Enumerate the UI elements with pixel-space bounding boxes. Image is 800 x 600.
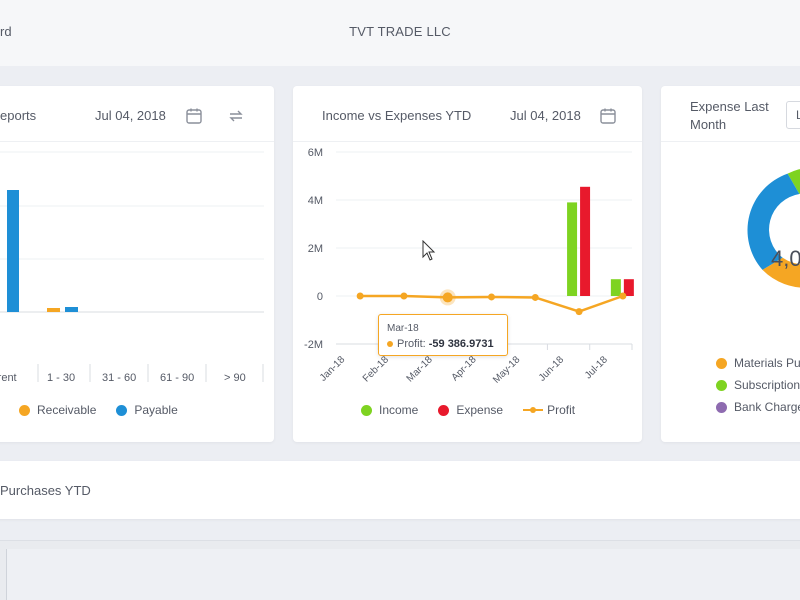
legend-label: Materials Pu	[734, 356, 800, 370]
mouse-cursor-icon	[422, 240, 436, 261]
x-ticks	[37, 364, 264, 382]
x-tick-label: Apr-18	[450, 354, 479, 383]
legend-dot	[716, 379, 727, 391]
donut-segment-materials	[762, 257, 800, 288]
card-title: Purchases YTD	[0, 483, 91, 498]
y-tick-label: 6M	[308, 147, 323, 159]
expense-donut-chart	[747, 169, 800, 288]
tooltip-label: Profit:	[397, 338, 426, 350]
bar-receivable-1-30	[47, 308, 60, 312]
legend-dot	[116, 404, 128, 416]
legend-profit[interactable]: Profit	[523, 403, 575, 417]
tooltip-dot	[387, 341, 393, 347]
title-line: Month	[690, 117, 727, 132]
bar-income	[567, 202, 578, 296]
legend-dot	[716, 357, 727, 369]
expense-last-month-card: Expense Last Month L 4,0 Materials Pu Su…	[661, 86, 800, 442]
title-line: Expense Last	[690, 99, 769, 114]
breadcrumb: rd	[0, 24, 12, 39]
bar-expense	[580, 186, 591, 296]
bar-expense	[623, 279, 634, 296]
legend-payable[interactable]: Payable	[116, 403, 178, 417]
legend-expense[interactable]: Expense	[438, 403, 503, 417]
x-tick-label: Feb-18	[361, 354, 391, 384]
tick-label: 31 - 60	[102, 372, 137, 384]
profit-point	[488, 293, 495, 301]
y-tick-label: 4M	[308, 195, 323, 207]
legend-dot	[438, 404, 450, 416]
card-title: Expense Last Month	[690, 98, 769, 134]
purchases-ytd-card: Purchases YTD	[0, 461, 800, 519]
card-title: Income vs Expenses YTD	[322, 108, 472, 123]
legend-dot	[19, 404, 30, 416]
profit-point	[400, 292, 408, 300]
refresh-icon[interactable]	[227, 107, 245, 125]
card-header: eports Jul 04, 2018	[0, 86, 274, 142]
aging-reports-card: eports Jul 04, 2018 rr	[0, 86, 274, 442]
legend-materials[interactable]: Materials Pu	[716, 356, 800, 370]
x-tick-label: Mar-18	[405, 354, 435, 384]
bar-payable-current	[7, 190, 19, 312]
card-header: Income vs Expenses YTD Jul 04, 2018	[293, 86, 642, 142]
donut-center-value: 4,0	[771, 246, 800, 271]
date-label: Jul 04, 2018	[95, 108, 166, 123]
grid	[0, 151, 264, 260]
tooltip-value: -59 386.9731	[428, 338, 494, 350]
income-expense-chart: 6M 4M 2M 0 -2M Jan-18 Feb-18 Mar-18 Apr-18 May-18…	[304, 147, 634, 386]
legend-subscriptions[interactable]: Subscription	[716, 378, 800, 392]
donut-segment-other	[747, 173, 800, 270]
aging-chart	[0, 151, 264, 382]
calendar-icon[interactable]	[185, 107, 203, 125]
bottom-panel	[0, 540, 800, 600]
tooltip-month: Mar-18	[387, 323, 419, 334]
legend-label: Profit	[547, 403, 576, 417]
tick-label: > 90	[224, 372, 246, 384]
profit-point	[575, 308, 583, 316]
tick-label: 1 - 30	[47, 372, 76, 384]
tick-label: 61 - 90	[160, 372, 195, 384]
profit-point	[531, 293, 539, 301]
chart-tooltip: Mar-18 Profit: -59 386.9731	[378, 314, 508, 356]
top-bar: rd TVT TRADE LLC	[0, 0, 800, 66]
profit-point	[356, 292, 364, 300]
tooltip-value-row: Profit: -59 386.9731	[387, 338, 494, 350]
profit-point-active	[442, 292, 453, 303]
card-title: eports	[0, 108, 37, 123]
legend-label: Expense	[456, 403, 504, 417]
x-tick-label: Jun-18	[537, 354, 567, 384]
tick-label: rrent	[0, 372, 17, 384]
x-tick-label: Jul-18	[583, 354, 610, 381]
bar-payable-1-30	[65, 307, 78, 312]
legend-label: Subscription	[734, 378, 800, 392]
legend: Income Expense Profit	[361, 403, 595, 417]
bar-income	[610, 279, 621, 296]
income-vs-expenses-card: Income vs Expenses YTD Jul 04, 2018 6M 4M…	[293, 86, 642, 442]
x-tick-label: Jan-18	[318, 354, 348, 384]
legend: Receivable Payable	[19, 403, 198, 417]
legend-bank-charges[interactable]: Bank Charge	[716, 400, 800, 414]
legend-label: Payable	[134, 403, 178, 417]
y-tick-label: -2M	[304, 339, 323, 351]
legend-label: Receivable	[37, 403, 97, 417]
date-label: Jul 04, 2018	[510, 108, 581, 123]
legend-label: Bank Charge	[734, 400, 800, 414]
bottom-panel-inner	[6, 549, 800, 600]
legend-dot	[361, 404, 372, 416]
period-select[interactable]: L	[786, 101, 800, 129]
legend-income[interactable]: Income	[361, 403, 418, 417]
calendar-icon[interactable]	[599, 107, 617, 125]
card-header: Expense Last Month L	[661, 86, 800, 142]
x-tick-label: May-18	[491, 354, 523, 386]
profit-point	[619, 292, 627, 300]
legend-dot	[716, 401, 727, 413]
y-tick-label: 2M	[308, 243, 323, 255]
company-name: TVT TRADE LLC	[349, 24, 451, 39]
legend-receivable[interactable]: Receivable	[19, 403, 96, 417]
legend-label: Income	[379, 403, 419, 417]
legend-line-marker	[523, 407, 544, 413]
donut-segment-subscriptions	[787, 169, 800, 194]
y-tick-label: 0	[317, 291, 323, 303]
